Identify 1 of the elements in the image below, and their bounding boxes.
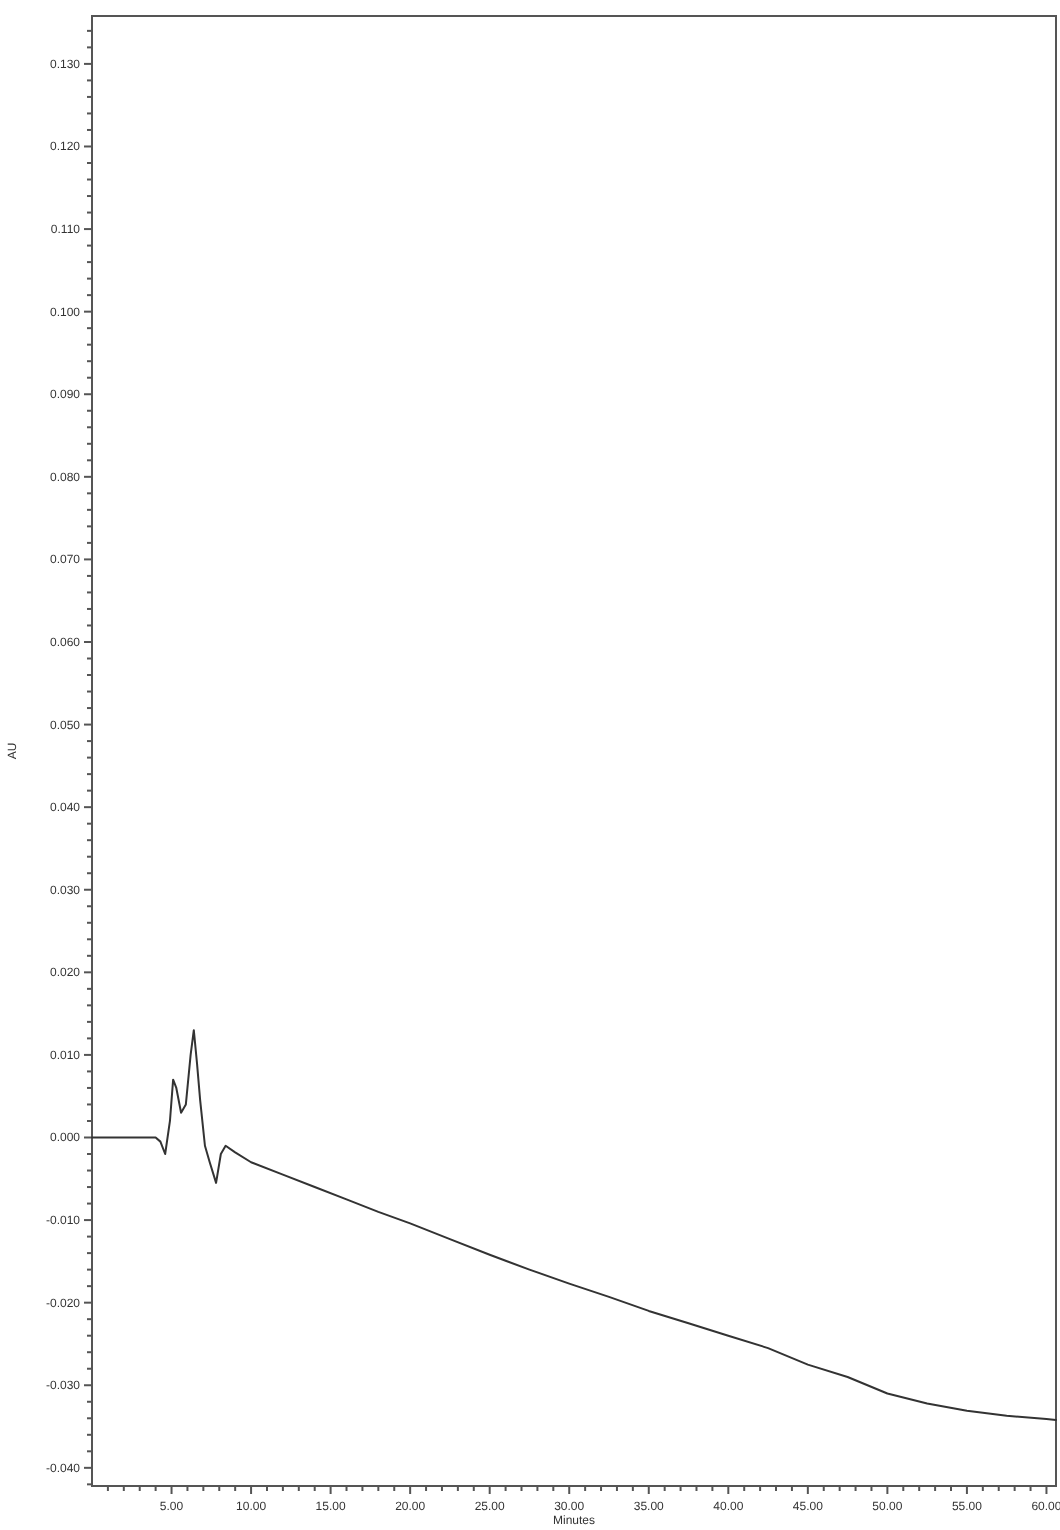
line-series <box>91 1029 1057 1421</box>
